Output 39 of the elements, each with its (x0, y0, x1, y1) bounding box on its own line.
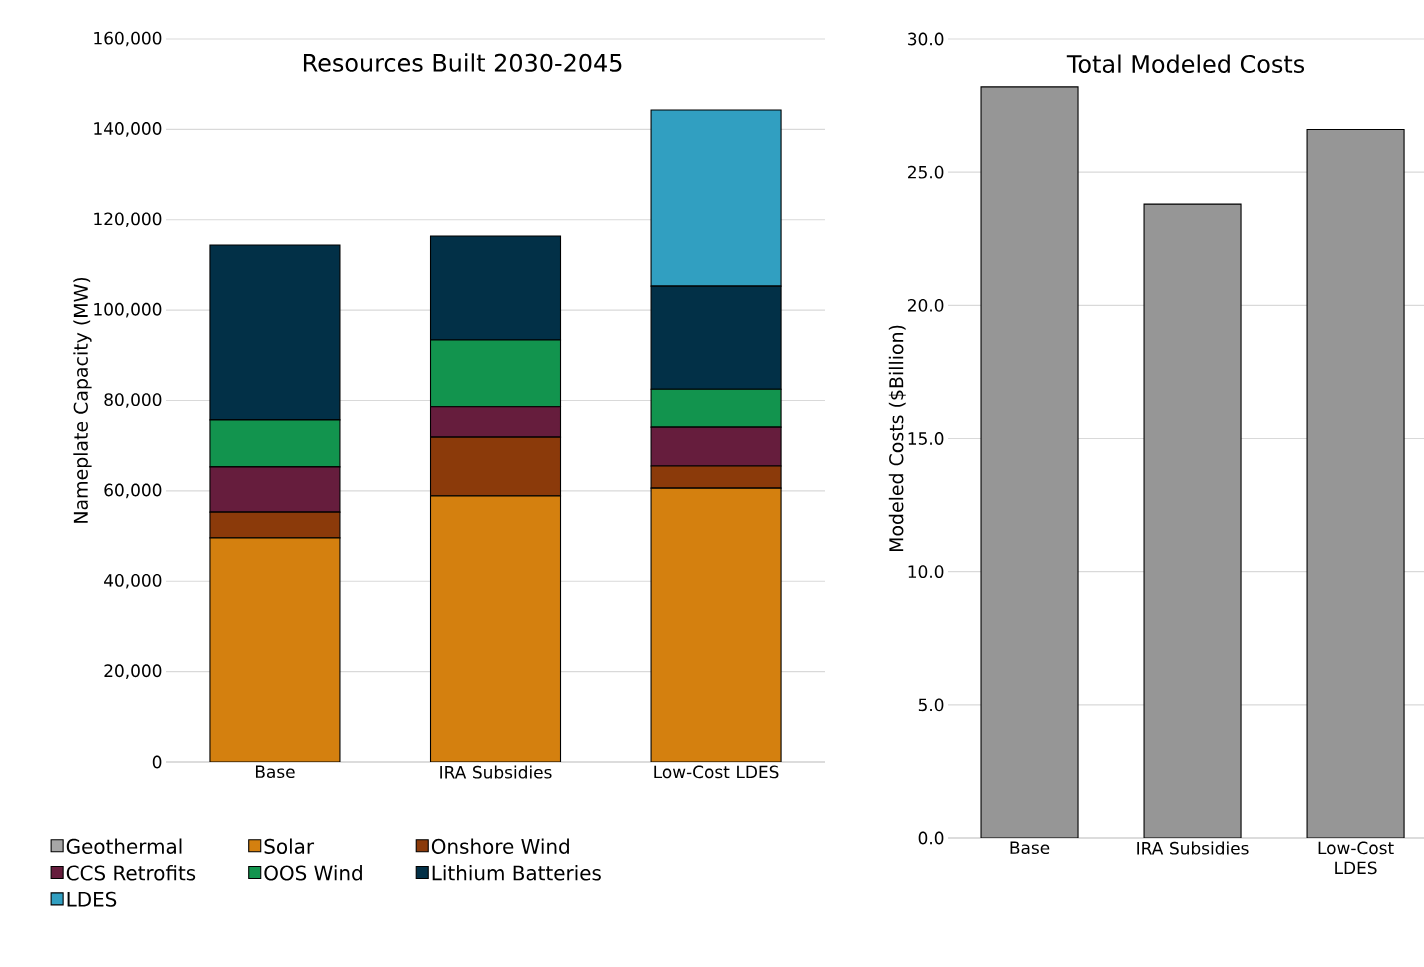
y-tick-label: 120,000 (94, 212, 162, 228)
y-tick-label: 25.0 (908, 165, 944, 179)
y-axis-title: Nameplate Capacity (MW) (73, 277, 92, 523)
y-tick-label: 0.0 (918, 831, 944, 845)
x-tick-label: IRA Subsidies (1137, 841, 1249, 855)
y-tick-label: 20,000 (104, 664, 162, 679)
y-tick-label: 160,000 (94, 31, 162, 47)
legend-label: CCS Retrofits (66, 865, 196, 881)
legend-label: LDES (67, 891, 117, 907)
legend-label: Onshore Wind (431, 838, 569, 854)
bar (209, 537, 341, 762)
x-tick-label: Base (255, 765, 295, 779)
y-tick-label: 140,000 (94, 122, 162, 137)
legend-label: Solar (264, 838, 315, 854)
chart-title: Resources Built 2030-2045 (303, 53, 622, 72)
x-tick-label: Low-Cost LDES (1318, 841, 1394, 875)
text: Total Modeled Costs (1066, 54, 1305, 73)
legend-label: OOS Wind (264, 865, 362, 881)
y-tick-label: 30.0 (908, 32, 944, 46)
legend-label: Geothermal (66, 838, 182, 854)
y-tick-label: 20.0 (908, 298, 944, 312)
y-tick-label: 0 (152, 755, 162, 769)
bar (1143, 203, 1242, 838)
x-tick-label: Low-Cost LDES (654, 765, 779, 779)
y-tick-label: 40,000 (104, 573, 162, 589)
bar (980, 86, 1079, 838)
x-tick-label: Base (1010, 841, 1050, 855)
bar (1306, 128, 1405, 838)
y-tick-label: 5.0 (918, 698, 944, 712)
y-tick-label: 80,000 (104, 393, 162, 408)
x-tick-label: IRA Subsidies (440, 765, 552, 779)
y-tick-label: 15.0 (908, 432, 944, 445)
y-axis-title: Modeled Costs ($Billion) (888, 325, 906, 552)
y-tick-label: 10.0 (908, 565, 944, 579)
y-tick-label: 100,000 (94, 302, 162, 318)
legend-label: Lithium Batteries (432, 865, 601, 881)
y-tick-label: 60,000 (104, 483, 162, 499)
bar (650, 487, 782, 762)
bar (429, 495, 562, 762)
